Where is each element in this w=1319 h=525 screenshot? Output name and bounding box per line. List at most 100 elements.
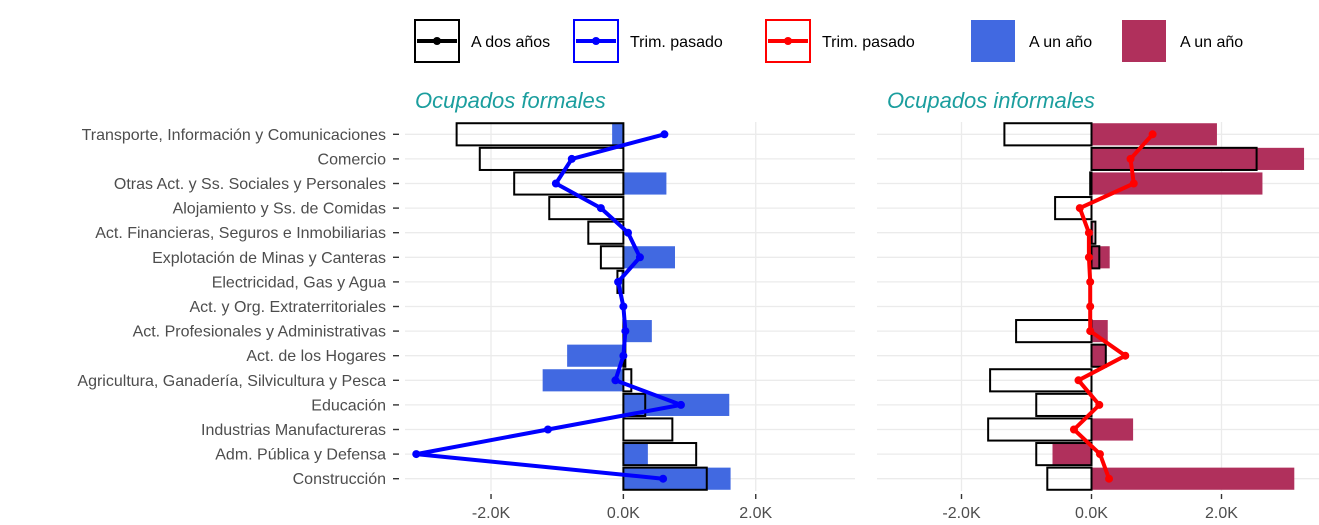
bar-a-un-ano xyxy=(623,320,652,343)
bar-a-dos-anos xyxy=(1035,392,1093,417)
point-trim-pasado xyxy=(611,376,620,385)
category-label: Comercio xyxy=(318,151,387,168)
point-trim-pasado xyxy=(1086,277,1095,286)
point-trim-pasado xyxy=(659,474,668,483)
legend-key-fill xyxy=(1122,20,1166,62)
point-trim-pasado xyxy=(621,327,630,336)
bar-a-un-ano xyxy=(612,123,624,146)
legend-label: A un año xyxy=(1180,34,1243,51)
bar-a-dos-anos xyxy=(1046,466,1093,491)
bar-a-un-ano xyxy=(623,467,731,490)
legend-label: Trim. pasado xyxy=(630,34,723,51)
legend-key-point xyxy=(433,37,441,45)
category-label: Adm. Pública y Defensa xyxy=(215,447,386,464)
panel-informales: Ocupados informales -2.0K 0.0K 2.0K xyxy=(877,88,1319,522)
category-label: Industrias Manufactureras xyxy=(201,422,386,439)
category-label: Transporte, Información y Comunicaciones xyxy=(82,127,386,144)
point-trim-pasado xyxy=(1069,425,1078,434)
point-trim-pasado xyxy=(660,130,669,139)
category-label: Electricidad, Gas y Agua xyxy=(212,274,386,291)
legend-key-outline-bar xyxy=(414,19,460,63)
bar-a-un-ano xyxy=(623,443,648,466)
bar-a-dos-anos xyxy=(1089,171,1093,196)
legend-key-point xyxy=(784,37,792,45)
bar-a-dos-anos xyxy=(1003,122,1093,147)
bar-a-dos-anos xyxy=(1090,343,1107,368)
bar-a-dos-anos xyxy=(1090,146,1258,171)
point-trim-pasado xyxy=(1095,400,1104,409)
bar-a-dos-anos xyxy=(1054,196,1093,221)
point-trim-pasado xyxy=(1121,351,1130,360)
legend-key-outline xyxy=(573,19,619,63)
point-trim-pasado xyxy=(1095,450,1104,459)
bar-a-dos-anos xyxy=(622,392,647,417)
bar-a-dos-anos xyxy=(478,146,625,171)
legend-key-point xyxy=(592,37,600,45)
bar-a-un-ano xyxy=(567,344,624,367)
bar-a-dos-anos xyxy=(1035,442,1093,467)
bar-a-un-ano xyxy=(1091,147,1305,170)
point-trim-pasado xyxy=(1086,302,1095,311)
bar-a-un-ano xyxy=(1091,344,1107,367)
point-trim-pasado xyxy=(624,228,633,237)
point-trim-pasado xyxy=(619,302,628,311)
bar-a-dos-anos xyxy=(587,220,625,245)
bar-a-un-ano xyxy=(1091,467,1295,490)
bar-a-dos-anos xyxy=(622,417,674,442)
point-trim-pasado xyxy=(1074,376,1083,385)
category-label: Construcción xyxy=(293,471,386,488)
point-trim-pasado xyxy=(1148,130,1157,139)
x-tick-label: -2.0K xyxy=(472,505,511,522)
bar-a-un-ano xyxy=(542,369,624,392)
point-trim-pasado xyxy=(1129,179,1138,188)
point-trim-pasado xyxy=(676,400,685,409)
x-tick-label: 2.0K xyxy=(739,505,772,522)
bar-a-dos-anos xyxy=(548,196,625,221)
category-label: Act. de los Hogares xyxy=(246,348,386,365)
bar-a-un-ano xyxy=(623,172,667,195)
category-label: Explotación de Minas y Canteras xyxy=(152,250,386,267)
panel-title-formales: Ocupados formales xyxy=(415,88,606,113)
bar-a-un-ano xyxy=(1091,246,1110,269)
point-trim-pasado xyxy=(1075,204,1084,213)
category-label: Educación xyxy=(311,397,386,414)
x-tick-label: 0.0K xyxy=(607,505,640,522)
legend: A dos años Trim. pasado Trim. pasado A un a… xyxy=(414,19,1243,63)
bar-a-dos-anos xyxy=(599,245,625,270)
category-label: Act. y Org. Extraterritoriales xyxy=(190,299,387,316)
bar-a-dos-anos xyxy=(622,466,708,491)
point-trim-pasado xyxy=(543,425,552,434)
point-trim-pasado xyxy=(1126,154,1135,163)
bar-a-dos-anos xyxy=(989,368,1093,393)
category-label: Act. Financieras, Seguros e Inmobiliaria… xyxy=(95,225,386,242)
category-label: Agricultura, Ganadería, Silvicultura y P… xyxy=(77,373,386,390)
bar-a-dos-anos xyxy=(622,442,698,467)
legend-key-fill xyxy=(971,20,1015,62)
point-trim-pasado xyxy=(1084,228,1093,237)
legend-label: A un año xyxy=(1029,34,1092,51)
bar-a-dos-anos xyxy=(513,171,625,196)
bar-a-dos-anos xyxy=(987,417,1093,442)
category-label: Otras Act. y Ss. Sociales y Personales xyxy=(114,176,386,193)
panel-formales: Ocupados formales -2.0K 0.0K 2.0K xyxy=(405,88,855,522)
point-trim-pasado xyxy=(635,253,644,262)
legend-label: Trim. pasado xyxy=(822,34,915,51)
point-trim-pasado xyxy=(596,204,605,213)
point-trim-pasado xyxy=(1084,253,1093,262)
bar-a-dos-anos xyxy=(622,368,633,393)
panel-title-informales: Ocupados informales xyxy=(887,88,1095,113)
x-tick-label: 0.0K xyxy=(1075,505,1108,522)
point-trim-pasado xyxy=(567,154,576,163)
x-tick-label: -2.0K xyxy=(942,505,981,522)
category-label: Alojamiento y Ss. de Comidas xyxy=(173,201,386,218)
x-tick-label: 2.0K xyxy=(1205,505,1238,522)
bar-a-un-ano xyxy=(1052,443,1092,466)
legend-label: A dos años xyxy=(471,34,550,51)
point-trim-pasado xyxy=(1086,327,1095,336)
legend-key-outline xyxy=(765,19,811,63)
point-trim-pasado xyxy=(551,179,560,188)
point-trim-pasado xyxy=(619,351,628,360)
point-trim-pasado xyxy=(614,277,623,286)
bar-a-un-ano xyxy=(1091,418,1134,441)
